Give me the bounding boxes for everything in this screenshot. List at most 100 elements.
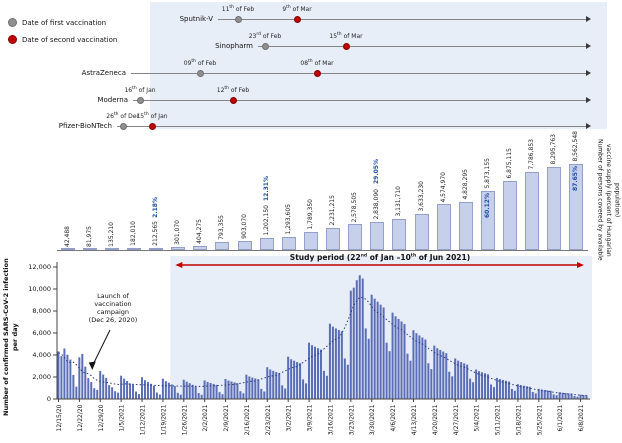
supply-value-label: 7,786,853 — [528, 139, 536, 170]
daily-case-bar — [355, 280, 358, 399]
x-tick-label: 3/16/2021 — [327, 404, 334, 435]
daily-case-bar — [406, 353, 409, 399]
second-dose-dot-icon — [8, 35, 17, 44]
daily-case-bar — [510, 388, 513, 399]
daily-case-bar — [346, 364, 349, 399]
y-tick-label: 2,000 — [32, 373, 51, 381]
daily-case-bar — [308, 342, 311, 399]
daily-case-bar — [233, 382, 236, 399]
arrow-right-icon — [586, 16, 591, 22]
x-tick-label: 1/5/2021 — [119, 404, 126, 431]
daily-case-bar — [236, 383, 239, 399]
x-tick-label: 2/23/2021 — [265, 404, 272, 435]
daily-case-bar — [93, 388, 96, 399]
daily-case-bar — [230, 381, 233, 399]
daily-case-bar — [149, 383, 152, 399]
daily-case-bar — [564, 393, 567, 399]
x-tick-label: 12/15/20 — [56, 404, 63, 431]
daily-case-bar — [182, 379, 185, 399]
supply-bar — [259, 237, 274, 250]
daily-case-bar — [340, 331, 343, 399]
daily-case-bar — [194, 386, 197, 399]
supply-bar — [82, 248, 97, 250]
second-dose-date-label: 9th of Mar — [282, 5, 312, 13]
daily-case-bar — [322, 370, 325, 399]
x-tick-label: 2/2/2021 — [202, 404, 209, 431]
daily-case-bar — [263, 391, 266, 399]
y-tick-label: 10,000 — [28, 285, 51, 293]
daily-case-bar — [421, 337, 424, 399]
daily-case-bar — [152, 385, 155, 399]
first-dose-marker — [136, 96, 144, 104]
daily-case-bar — [251, 377, 254, 399]
daily-case-bar — [108, 385, 111, 399]
daily-case-bar — [161, 378, 164, 399]
second-dose-marker — [313, 69, 321, 77]
supply-value-label: 2,231,215 — [329, 195, 336, 226]
daily-case-bar — [281, 385, 284, 399]
daily-case-bar — [206, 381, 209, 399]
daily-case-bar — [576, 396, 579, 399]
daily-case-bar — [331, 326, 334, 399]
daily-case-bar — [394, 316, 397, 399]
daily-case-bar — [143, 380, 146, 399]
supply-value-label: 793,355 — [218, 215, 226, 241]
supply-bar — [126, 248, 141, 250]
daily-case-bar — [227, 380, 230, 399]
supply-value-label: 135,210 — [107, 221, 115, 247]
daily-case-bar — [391, 312, 394, 399]
daily-case-bar — [570, 393, 573, 399]
daily-case-bar — [463, 363, 466, 399]
launch-annotation: Launch of vaccination campaign (Dec 26, … — [68, 292, 158, 324]
x-tick-label: 3/30/2021 — [369, 404, 376, 435]
vaccine-supply-bar-chart: 42,488 81,975 135,210 182,010 212,565 2.18% 30… — [57, 131, 588, 251]
daily-case-bar — [60, 356, 63, 399]
daily-case-bar — [158, 394, 161, 399]
daily-case-bar — [334, 328, 337, 399]
daily-case-bar — [114, 391, 117, 399]
daily-case-bar — [257, 379, 260, 399]
first-dose-marker — [261, 42, 269, 50]
daily-case-bar — [126, 380, 129, 399]
daily-case-bar — [129, 383, 132, 399]
second-dose-date-label: 15th of Jan — [136, 112, 168, 120]
supply-value-label: 3,633,230 — [417, 180, 425, 212]
timeline-line — [133, 100, 586, 101]
supply-value-label: 6,875,115 — [506, 148, 513, 179]
daily-case-bar — [415, 333, 418, 399]
daily-case-bar — [218, 392, 221, 399]
daily-case-bar — [516, 384, 519, 399]
vaccine-name: Sputnik-V — [179, 15, 213, 23]
supply-value-label: 903,070 — [240, 214, 248, 239]
daily-case-bar — [561, 392, 564, 399]
daily-case-bar — [287, 356, 290, 399]
launch-annotation-line: vaccination — [94, 300, 132, 308]
supply-bar — [458, 201, 473, 250]
second-dose-marker — [342, 42, 350, 50]
daily-case-bar — [418, 335, 421, 399]
daily-case-bar — [388, 351, 391, 399]
x-tick-label: 1/19/2021 — [160, 404, 167, 435]
x-tick-label: 1/26/2021 — [181, 404, 188, 435]
daily-case-bar — [87, 378, 90, 399]
daily-case-bar — [537, 388, 540, 399]
supply-bar — [215, 242, 230, 250]
daily-case-bar — [84, 366, 87, 399]
daily-case-bar — [558, 392, 561, 399]
daily-case-bar — [239, 391, 242, 399]
daily-case-bar — [382, 307, 385, 399]
daily-case-bar — [424, 339, 427, 399]
daily-case-bar — [460, 362, 463, 399]
daily-case-bar — [176, 392, 179, 399]
legend-item-second-dose: Date of second vaccination — [8, 35, 117, 44]
supply-value-label: 8,562,548 — [572, 131, 580, 162]
daily-case-bar — [451, 376, 454, 399]
daily-case-bar — [466, 364, 469, 399]
daily-case-bar — [546, 390, 549, 399]
daily-case-bar — [585, 395, 588, 399]
x-tick-label: 4/13/2021 — [411, 404, 418, 435]
supply-value-label: 301,070 — [174, 220, 182, 245]
daily-case-bar — [170, 384, 173, 399]
first-dose-date-label: 23rd of Feb — [248, 32, 282, 40]
daily-case-bar — [528, 386, 531, 399]
